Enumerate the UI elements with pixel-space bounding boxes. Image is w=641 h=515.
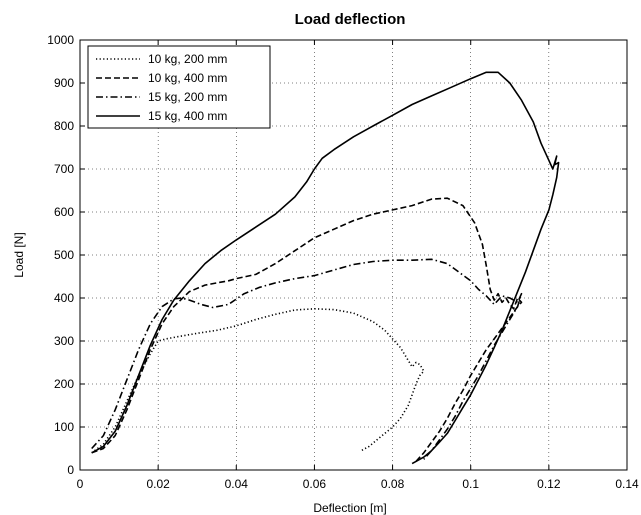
y-tick-label: 800: [54, 119, 74, 133]
x-tick-label: 0.04: [225, 477, 249, 491]
y-tick-label: 400: [54, 291, 74, 305]
series-line-3: [91, 258, 523, 460]
x-tick-label: 0.08: [381, 477, 405, 491]
legend-entry: 15 kg, 400 mm: [148, 109, 227, 123]
x-tick-label: 0.1: [462, 477, 479, 491]
legend: 10 kg, 200 mm 10 kg, 400 mm 15 kg, 200 mm 1…: [87, 45, 271, 129]
y-tick-label: 500: [54, 248, 74, 262]
y-tick-label: 700: [54, 162, 74, 176]
x-tick-label: 0.14: [615, 477, 639, 491]
y-tick-label: 600: [54, 205, 74, 219]
y-tick-label: 300: [54, 334, 74, 348]
legend-entry: 10 kg, 200 mm: [148, 52, 227, 66]
series-lines: [91, 71, 560, 465]
y-tick-label: 100: [54, 420, 74, 434]
x-tick-label: 0.06: [303, 477, 327, 491]
x-tick-label: 0.02: [146, 477, 170, 491]
series-line-4: [91, 71, 560, 465]
y-axis: 0 100 200 300 400 500 600 700 800 900 1000: [47, 33, 627, 477]
y-tick-label: 200: [54, 377, 74, 391]
x-axis-label: Deflection [m]: [313, 501, 386, 515]
y-tick-label: 1000: [47, 33, 74, 47]
legend-entry: 15 kg, 200 mm: [148, 90, 227, 104]
y-axis-label: Load [N]: [12, 232, 26, 277]
chart-title: Load deflection: [295, 11, 406, 28]
x-tick-label: 0: [77, 477, 84, 491]
x-axis: 0 0.02 0.04 0.06 0.08 0.1 0.12 0.14: [77, 40, 639, 491]
y-tick-label: 0: [67, 463, 74, 477]
series-line-2: [91, 197, 523, 462]
x-tick-label: 0.12: [537, 477, 561, 491]
y-tick-label: 900: [54, 76, 74, 90]
legend-entry: 10 kg, 400 mm: [148, 71, 227, 85]
